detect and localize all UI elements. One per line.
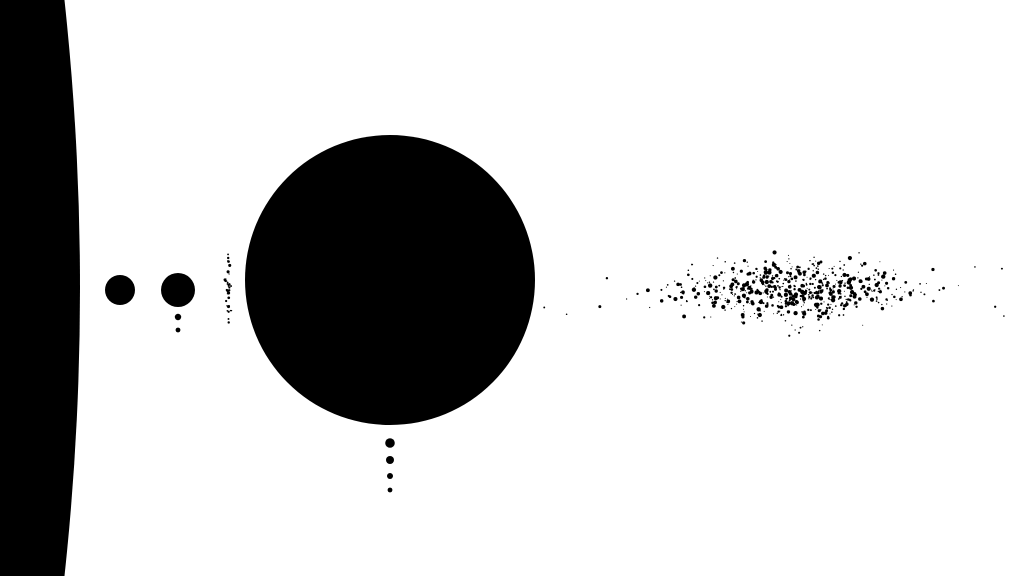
planet3-moon-0: [385, 438, 395, 448]
planet3-moon-3: [388, 488, 393, 493]
planet-2: [161, 273, 195, 307]
scatter-cloud: [473, 250, 1024, 336]
vertical-debris-strip: [224, 254, 233, 324]
planet-1: [105, 275, 135, 305]
solar-diagram: [0, 0, 1024, 576]
planet3-moon-2: [387, 473, 393, 479]
planet2-moon-0: [175, 314, 181, 320]
planet3-moon-1: [386, 456, 394, 464]
star-arc: [0, 0, 80, 576]
planet-3-large: [245, 135, 535, 425]
planet2-moon-1: [176, 328, 181, 333]
